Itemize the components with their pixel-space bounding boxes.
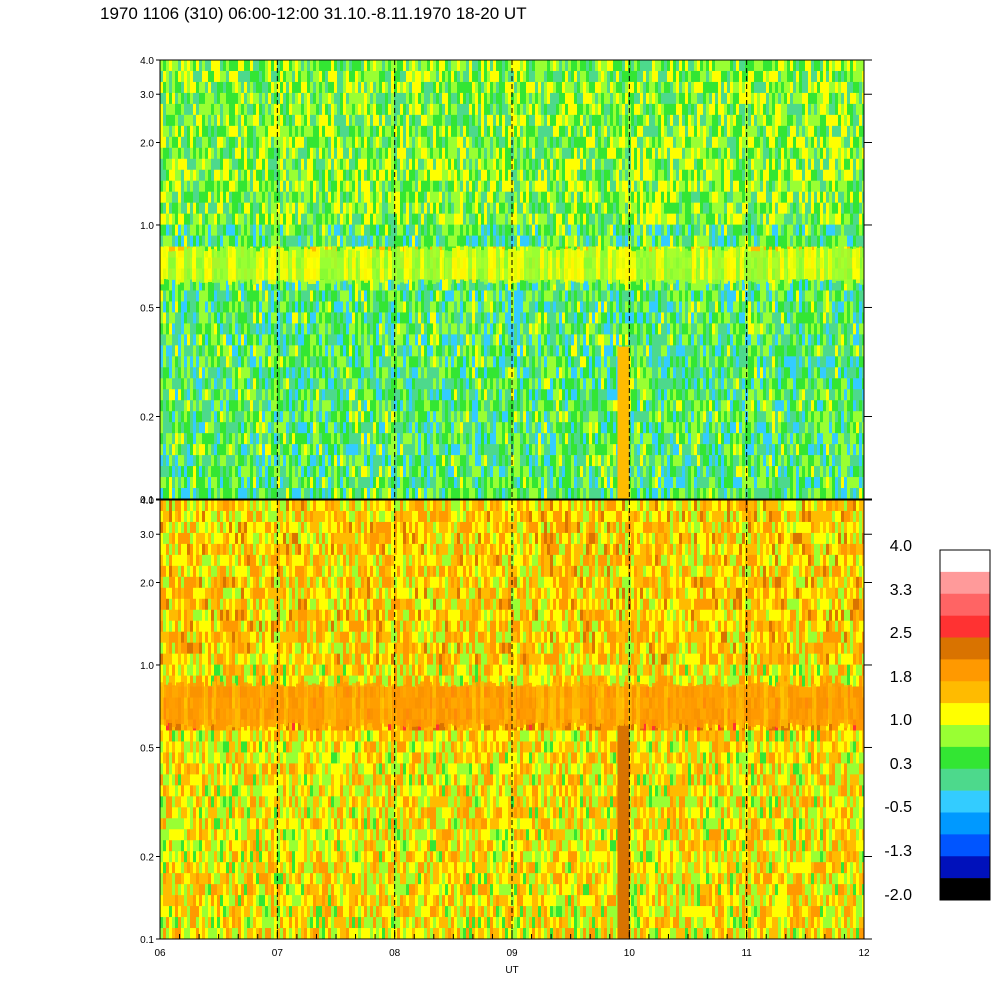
colorbar-swatch <box>940 856 990 879</box>
colorbar-swatch <box>940 550 990 573</box>
y-tick-label: 0.2 <box>140 413 154 424</box>
emission-spike <box>617 725 630 939</box>
colorbar-swatch <box>940 768 990 791</box>
x-tick-label: 06 <box>154 948 166 959</box>
colorbar-label: 0.3 <box>890 756 912 773</box>
colorbar-label: -1.3 <box>884 843 912 860</box>
colorbar: 4.0 3.3 2.5 1.8 1.0 0.3 -0.5 -1.3 -2.0 <box>884 538 991 904</box>
y-tick-label: 1.0 <box>140 661 154 672</box>
colorbar-swatch <box>940 746 990 770</box>
colorbar-label: -2.0 <box>884 887 912 904</box>
y-tick-label: 4.0 <box>140 56 154 67</box>
x-tick-label: 08 <box>389 948 401 959</box>
colorbar-swatch <box>940 725 990 748</box>
colorbar-swatch <box>940 812 990 835</box>
emission-spike <box>617 346 630 499</box>
colorbar-swatch <box>940 615 990 638</box>
lower-spectrogram-panel: 0.1 0.2 0.5 1.0 2.0 3.0 4.0 <box>140 496 872 946</box>
x-tick-label: 07 <box>272 948 284 959</box>
y-tick-label: 2.0 <box>140 138 154 149</box>
time-axis: 06 07 08 09 10 11 12 UT <box>154 930 870 976</box>
page-title: 1970 1106 (310) 06:00-12:00 31.10.-8.11.… <box>100 4 527 23</box>
colorbar-swatch <box>940 790 990 813</box>
y-tick-label: 4.0 <box>140 496 154 507</box>
colorbar-label: 3.3 <box>890 582 912 599</box>
x-tick-label: 12 <box>858 948 870 959</box>
colorbar-label: 1.8 <box>890 669 912 686</box>
upper-spectrogram-panel: 0.1 0.2 0.5 1.0 2.0 3.0 4.0 <box>140 56 872 506</box>
colorbar-frame <box>939 549 991 901</box>
panel-frame <box>159 59 865 500</box>
y-tick-label: 3.0 <box>140 530 154 541</box>
y-tick-label: 0.5 <box>140 303 154 314</box>
colorbar-label: 1.0 <box>890 712 912 729</box>
colorbar-swatch <box>940 703 990 726</box>
colorbar-swatch <box>940 878 990 901</box>
x-tick-label: 10 <box>624 948 636 959</box>
colorbar-label: 4.0 <box>890 538 912 555</box>
colorbar-label: 2.5 <box>890 625 912 642</box>
x-tick-label: 11 <box>741 948 752 959</box>
y-tick-label: 1.0 <box>140 221 154 232</box>
colorbar-swatch <box>940 593 990 616</box>
y-tick-label: 0.1 <box>140 495 154 506</box>
colorbar-swatch <box>940 571 990 595</box>
y-tick-label: 0.1 <box>140 935 154 946</box>
colorbar-swatch <box>940 681 990 704</box>
y-tick-label: 0.5 <box>140 743 154 754</box>
y-tick-label: 3.0 <box>140 90 154 101</box>
colorbar-swatch <box>940 834 990 857</box>
x-tick-label: 09 <box>506 948 518 959</box>
colorbar-swatch <box>940 637 990 660</box>
y-tick-label: 2.0 <box>140 578 154 589</box>
y-tick-label: 0.2 <box>140 853 154 864</box>
x-axis-label: UT <box>505 965 518 976</box>
colorbar-swatch <box>940 659 990 682</box>
colorbar-label: -0.5 <box>884 799 912 816</box>
